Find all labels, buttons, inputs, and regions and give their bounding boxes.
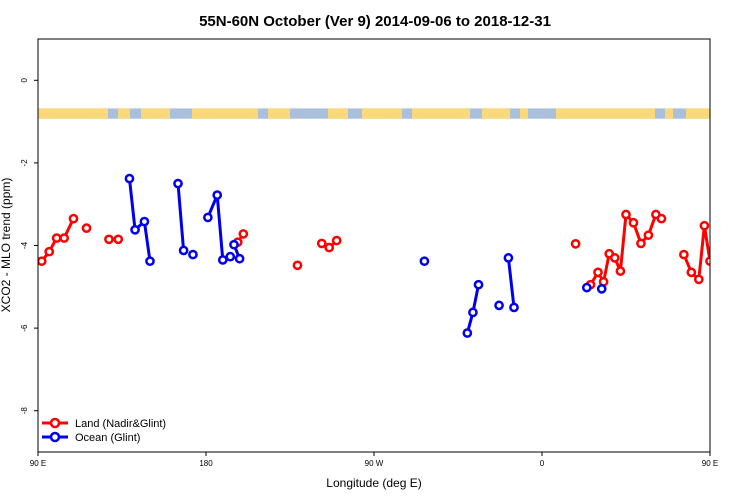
plot-frame <box>37 38 711 453</box>
y-tick-label: -6 <box>20 324 29 332</box>
data-point <box>124 173 135 184</box>
data-point <box>188 249 198 260</box>
data-point <box>217 255 228 265</box>
land-band-segment <box>38 108 108 119</box>
data-point <box>331 235 342 246</box>
data-point <box>203 212 213 223</box>
x-tick-label: 90 W <box>365 459 384 468</box>
series-ocean <box>124 173 607 338</box>
data-point <box>81 223 92 234</box>
legend: Land (Nadir&Glint) Ocean (Glint) <box>42 417 166 444</box>
x-axis: 90 E 180 90 W 0 90 E <box>30 452 718 468</box>
land-ocean-band <box>38 108 710 119</box>
legend-ocean-marker <box>49 431 61 443</box>
data-point <box>643 230 654 241</box>
data-point <box>113 234 124 245</box>
land-band-segment <box>665 108 673 119</box>
data-point <box>609 253 620 263</box>
series-line <box>127 178 152 262</box>
data-point <box>173 178 183 189</box>
data-point <box>503 253 514 263</box>
y-axis: 0 -2 -4 -6 -8 <box>20 78 38 415</box>
x-tick-label: 90 E <box>30 459 46 468</box>
x-tick-label: 0 <box>540 459 545 468</box>
legend-land-label: Land (Nadir&Glint) <box>75 418 166 430</box>
data-point <box>570 238 581 249</box>
y-axis-label: XCO2 - MLO trend (ppm) <box>0 178 13 313</box>
data-point <box>51 233 62 243</box>
data-point <box>593 267 603 278</box>
y-tick-label: 0 <box>20 78 29 83</box>
land-band-segment <box>686 108 710 119</box>
chart-title: 55N-60N October (Ver 9) 2014-09-06 to 20… <box>199 13 551 30</box>
series-land <box>38 209 710 290</box>
data-point <box>419 256 430 267</box>
data-point <box>178 245 189 256</box>
land-band-segment <box>328 108 348 119</box>
data-point <box>596 284 607 294</box>
data-point <box>145 256 155 267</box>
data-point <box>38 256 47 267</box>
series-line <box>206 193 231 262</box>
data-point <box>316 238 327 249</box>
series-line <box>506 257 516 308</box>
data-point <box>44 246 55 257</box>
data-point <box>621 209 631 220</box>
land-band-segment <box>362 108 402 119</box>
data-point <box>104 234 114 245</box>
land-band-segment <box>556 108 655 119</box>
data-point <box>238 229 249 239</box>
y-tick-label: -2 <box>20 159 29 167</box>
data-point <box>693 274 704 285</box>
x-axis-label: Longitude (deg E) <box>326 476 421 490</box>
data-point <box>615 266 626 276</box>
land-band-segment <box>192 108 258 119</box>
data-point <box>656 213 667 224</box>
data-point <box>212 190 223 200</box>
data-point <box>139 216 150 227</box>
series-line <box>176 183 186 251</box>
data-point <box>225 251 236 262</box>
data-point <box>59 233 69 243</box>
land-band-segment <box>520 108 528 119</box>
data-point <box>679 249 689 260</box>
y-tick-label: -4 <box>20 241 29 249</box>
land-band-segment <box>268 108 290 119</box>
data-point <box>462 328 473 338</box>
data-point <box>636 238 646 249</box>
data-point <box>229 239 239 250</box>
y-tick-label: -8 <box>20 407 29 415</box>
x-tick-label: 180 <box>199 459 213 468</box>
data-point <box>581 282 592 293</box>
data-point <box>494 300 504 311</box>
land-band-segment <box>118 108 130 119</box>
data-point <box>234 253 245 264</box>
data-point <box>468 307 478 318</box>
data-point <box>130 224 140 235</box>
data-point <box>686 267 697 278</box>
data-point <box>509 302 519 313</box>
land-band-segment <box>482 108 510 119</box>
x-tick-label: 90 E <box>702 459 718 468</box>
land-band-segment <box>141 108 170 119</box>
data-point <box>628 217 639 228</box>
legend-ocean-label: Ocean (Glint) <box>75 432 140 444</box>
data-point <box>699 220 710 231</box>
land-band-segment <box>412 108 470 119</box>
data-point <box>292 260 303 271</box>
legend-land-marker <box>49 417 61 429</box>
data-point <box>705 256 710 267</box>
data-point <box>68 213 79 224</box>
data-point <box>473 279 484 290</box>
data-point <box>324 242 335 253</box>
